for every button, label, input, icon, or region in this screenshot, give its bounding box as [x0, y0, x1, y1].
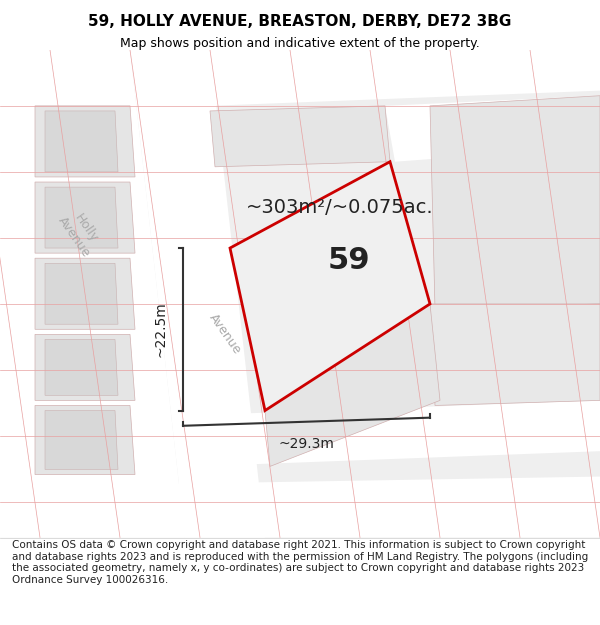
Text: Holly
Avenue: Holly Avenue [55, 206, 105, 260]
Polygon shape [210, 106, 390, 167]
Polygon shape [45, 263, 118, 324]
Polygon shape [45, 411, 118, 469]
Text: Contains OS data © Crown copyright and database right 2021. This information is : Contains OS data © Crown copyright and d… [12, 540, 588, 585]
Polygon shape [210, 50, 600, 106]
Polygon shape [45, 339, 118, 396]
Text: ~303m²/~0.075ac.: ~303m²/~0.075ac. [246, 198, 434, 217]
Polygon shape [35, 334, 135, 401]
Text: Map shows position and indicative extent of the property.: Map shows position and indicative extent… [120, 38, 480, 51]
Polygon shape [265, 304, 440, 466]
Text: ~22.5m: ~22.5m [154, 301, 168, 357]
Polygon shape [230, 162, 430, 411]
Text: ~29.3m: ~29.3m [278, 437, 334, 451]
Polygon shape [185, 401, 600, 466]
Polygon shape [35, 258, 135, 329]
Polygon shape [0, 476, 600, 538]
Polygon shape [230, 162, 430, 411]
Text: Avenue: Avenue [206, 312, 244, 357]
Polygon shape [35, 182, 135, 253]
Text: 59: 59 [328, 246, 370, 275]
Text: 59, HOLLY AVENUE, BREASTON, DERBY, DE72 3BG: 59, HOLLY AVENUE, BREASTON, DERBY, DE72 … [88, 14, 512, 29]
Polygon shape [35, 106, 135, 177]
Polygon shape [385, 96, 600, 162]
Polygon shape [45, 111, 118, 172]
Polygon shape [0, 50, 185, 538]
Polygon shape [35, 406, 135, 474]
Polygon shape [45, 187, 118, 248]
Polygon shape [130, 50, 265, 538]
Polygon shape [430, 304, 600, 406]
Polygon shape [430, 96, 600, 309]
